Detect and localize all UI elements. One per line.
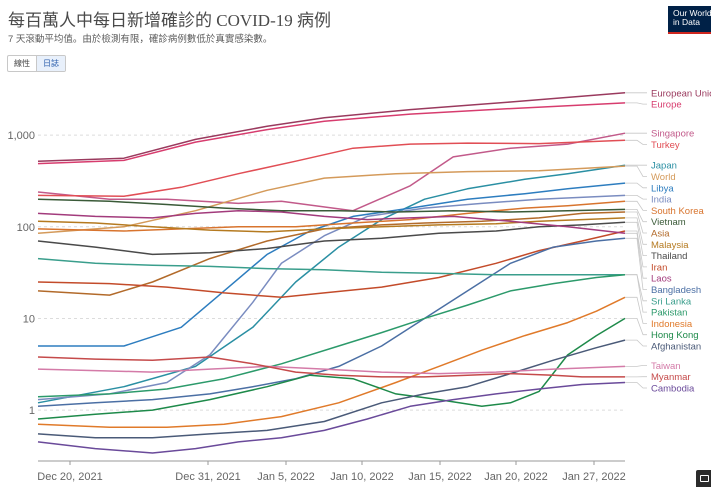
series-line-cambodia[interactable] — [37, 381, 626, 454]
y-tick-label: 1,000 — [7, 130, 35, 142]
x-axis-ticks: Dec 20, 2021 Dec 31, 2021 Jan 5, 2022 Jan 1… — [37, 460, 626, 483]
label-connector — [625, 232, 647, 279]
x-tick-label: Dec 20, 2021 — [37, 471, 102, 483]
series-line-afghanistan[interactable] — [37, 339, 626, 439]
series-line-india[interactable] — [37, 194, 626, 401]
y-tick-label: 100 — [17, 222, 35, 234]
series-label[interactable]: Singapore — [651, 129, 694, 140]
label-connector — [625, 230, 647, 268]
series-line-vietnam[interactable] — [37, 198, 626, 213]
log-scale-button[interactable]: 日誌 — [36, 56, 65, 71]
series-lines — [37, 92, 626, 454]
chart-subtitle: 7 天滾動平均值。由於檢測有限，確診病例數低於真實感染數。 — [8, 34, 273, 45]
label-connector — [625, 209, 647, 223]
series-label[interactable]: Japan — [651, 161, 677, 172]
series-label[interactable]: Europe — [651, 100, 682, 111]
label-connector — [625, 221, 647, 256]
fullscreen-icon[interactable] — [696, 470, 711, 487]
series-label[interactable]: Afghanistan — [651, 342, 701, 353]
series-line-myanmar[interactable] — [37, 356, 625, 378]
series-label[interactable]: Vietnam — [651, 217, 686, 228]
series-line-hong-kong[interactable] — [37, 317, 626, 420]
series-label[interactable]: Myanmar — [651, 372, 691, 383]
label-connector — [625, 102, 647, 105]
series-line-sri-lanka[interactable] — [37, 257, 625, 276]
label-connector — [625, 382, 647, 389]
series-line-bangladesh[interactable] — [37, 237, 626, 408]
x-tick-label: Jan 15, 2022 — [408, 471, 472, 483]
series-label[interactable]: Libya — [651, 183, 674, 194]
label-connector — [625, 200, 647, 211]
x-tick-label: Jan 27, 2022 — [562, 471, 626, 483]
series-line-thailand[interactable] — [37, 221, 626, 256]
owid-logo[interactable]: Our World in Data — [668, 6, 711, 34]
label-connector — [625, 195, 647, 200]
series-label[interactable]: Sri Lanka — [651, 296, 692, 307]
series-label[interactable]: Taiwan — [651, 361, 681, 372]
label-connector — [625, 296, 647, 324]
label-connector — [625, 339, 647, 347]
series-label[interactable]: Indonesia — [651, 319, 693, 330]
series-label[interactable]: South Korea — [651, 206, 705, 217]
series-label[interactable]: Bangladesh — [651, 285, 701, 296]
label-connector — [625, 211, 647, 234]
label-connector — [625, 165, 647, 177]
logo-line-2: in Data — [673, 17, 700, 27]
label-connector — [625, 318, 647, 336]
label-connector — [625, 274, 647, 302]
x-tick-label: Jan 5, 2022 — [257, 471, 315, 483]
series-line-pakistan[interactable] — [37, 273, 626, 398]
series-label[interactable]: Laos — [651, 274, 672, 285]
label-connector — [625, 365, 647, 367]
label-connector — [625, 217, 647, 245]
y-axis-ticks: 1 10 100 1,000 — [7, 130, 35, 417]
scale-toggle[interactable]: 線性 日誌 — [7, 55, 66, 72]
series-line-turkey[interactable] — [37, 139, 626, 198]
x-tick-label: Dec 31, 2021 — [175, 471, 240, 483]
linear-scale-button[interactable]: 線性 — [14, 59, 30, 68]
label-connector — [625, 274, 647, 313]
label-connector — [625, 182, 647, 189]
label-connector — [625, 139, 647, 145]
series-label[interactable]: Cambodia — [651, 384, 695, 395]
x-tick-label: Jan 10, 2022 — [330, 471, 394, 483]
series-label[interactable]: Asia — [651, 229, 670, 240]
x-tick-label: Jan 20, 2022 — [484, 471, 548, 483]
grid-lines — [38, 134, 625, 411]
series-line-european-union[interactable] — [37, 92, 626, 162]
series-label[interactable]: India — [651, 195, 672, 206]
series-line-taiwan[interactable] — [37, 365, 626, 375]
series-line-europe[interactable] — [37, 102, 626, 165]
logo-accent-bar — [668, 32, 711, 34]
label-connector — [625, 237, 647, 290]
series-label[interactable]: Malaysia — [651, 240, 689, 251]
series-line-asia[interactable] — [37, 211, 626, 296]
logo-line-1: Our World — [673, 8, 711, 18]
series-label[interactable]: Hong Kong — [651, 330, 699, 341]
series-label[interactable]: World — [651, 172, 676, 183]
series-label[interactable]: Thailand — [651, 251, 687, 262]
series-line-laos[interactable] — [37, 209, 626, 235]
series-line-indonesia[interactable] — [37, 296, 626, 428]
y-tick-label: 10 — [23, 313, 35, 325]
series-line-south-korea[interactable] — [37, 200, 626, 232]
y-tick-label: 1 — [29, 405, 35, 417]
series-label[interactable]: Pakistan — [651, 308, 687, 319]
series-line-malaysia[interactable] — [37, 217, 626, 233]
series-label[interactable]: Iran — [651, 262, 667, 273]
chart-title: 每百萬人中每日新增確診的 COVID-19 病例 — [8, 11, 331, 30]
series-line-world[interactable] — [37, 165, 626, 235]
series-label[interactable]: European Union — [651, 88, 711, 99]
series-label[interactable]: Turkey — [651, 140, 680, 151]
